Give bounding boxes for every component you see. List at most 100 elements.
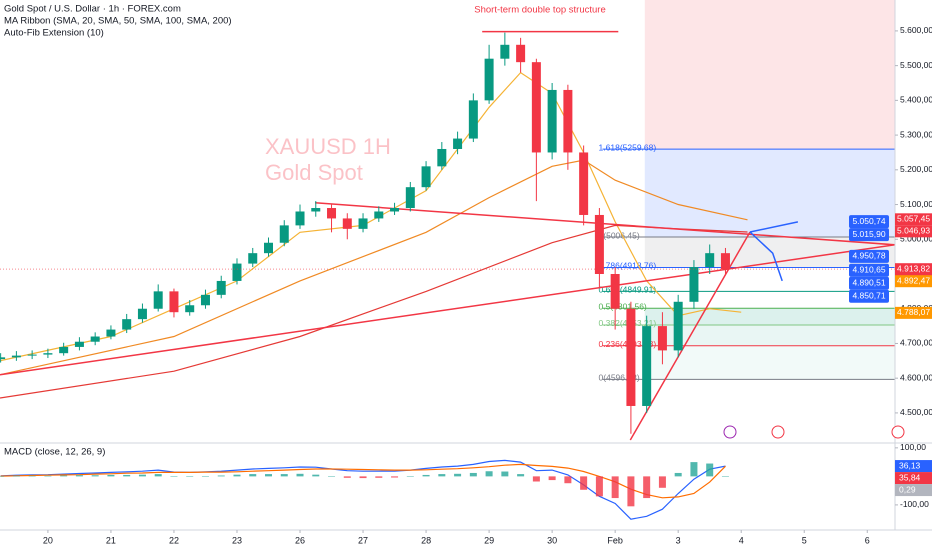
candle-body [594, 214, 604, 275]
candle-body [27, 354, 37, 356]
fib-label: 1.618(5259.68) [599, 142, 657, 152]
y-tick-label: 4.600,00 [900, 372, 932, 382]
fib-zone [644, 308, 895, 325]
macd-histogram [564, 476, 572, 484]
price-label-box [849, 263, 889, 277]
candle-body [705, 253, 715, 268]
x-tick-label: 6 [865, 535, 870, 545]
event-icon[interactable] [771, 425, 785, 439]
candle-body [579, 152, 589, 215]
candle-body [500, 44, 510, 59]
axis-tag: 4.788,07 [897, 307, 930, 317]
y-tick-label: 5.300,00 [900, 129, 932, 139]
candle-body [390, 208, 400, 212]
macd-histogram [532, 476, 540, 482]
axis-tag: 5.046,93 [897, 226, 930, 236]
macd-histogram [469, 472, 477, 477]
axis-tag: 35,84 [899, 472, 921, 482]
trend-line [315, 202, 896, 246]
macd-histogram [391, 476, 399, 478]
candle-body [106, 329, 116, 337]
axis-tag: 0,29 [899, 484, 916, 494]
y-tick-label: -100,00 [900, 499, 929, 509]
macd-histogram [123, 474, 131, 477]
candle-body [90, 336, 100, 342]
y-tick-label: 5.200,00 [900, 164, 932, 174]
fib-zone [644, 324, 895, 346]
price-label: 4.910,65 [852, 265, 885, 275]
candle-body [642, 326, 652, 406]
candle-body [185, 305, 195, 313]
macd-histogram [674, 472, 682, 477]
macd-histogram [375, 476, 383, 478]
watermark: Gold Spot [265, 160, 363, 185]
candle-body [59, 346, 69, 354]
candle-body [311, 208, 321, 212]
y-tick-label: 100,00 [900, 442, 926, 452]
macd-histogram [107, 474, 115, 477]
candle-body [626, 308, 636, 406]
watermark: XAUUSD 1H [265, 134, 391, 159]
candle-body [342, 218, 352, 229]
candle-body [421, 166, 431, 188]
candle-body [11, 355, 21, 358]
macd-histogram [643, 476, 651, 499]
axis-tag: 4.892,47 [897, 275, 930, 285]
candle-body [74, 341, 84, 347]
candle-body [279, 225, 289, 243]
x-tick-label: 20 [43, 535, 53, 545]
candle-body [484, 58, 494, 101]
candle-body [468, 100, 478, 139]
axis-tag-box [895, 484, 932, 497]
candle-body [43, 353, 53, 355]
candle-body [137, 308, 147, 320]
event-icon[interactable] [723, 425, 737, 439]
macd-histogram [328, 476, 336, 477]
plot: 1.618(5259.68) 1(5006.45) 0.786(4918.76) 0.… [0, 30, 896, 520]
macd-histogram [343, 476, 351, 478]
axis-tag: 36,13 [899, 460, 921, 470]
x-tick-label: 22 [169, 535, 179, 545]
x-tick-label: 30 [547, 535, 557, 545]
candle-body [264, 242, 273, 254]
macd-histogram [249, 474, 257, 477]
macd-histogram [501, 471, 509, 477]
y-tick-label: 5.500,00 [900, 60, 932, 70]
fib-label: 0.618(4849.91) [599, 285, 657, 295]
macd-title: MACD (close, 12, 26, 9) [4, 447, 105, 458]
macd-histogram [690, 462, 698, 477]
price-label-box [849, 228, 889, 242]
macd-histogram [517, 474, 525, 477]
y-tick-label: 4.500,00 [900, 407, 932, 417]
axis-tag-box [895, 472, 932, 485]
macd-histogram [438, 474, 446, 477]
candle-body [720, 253, 730, 270]
annotation: Short-term double top structure [474, 5, 605, 16]
macd-histogram [721, 476, 729, 477]
macd-histogram [706, 463, 714, 477]
x-tick-label: 27 [358, 535, 368, 545]
candle-body [437, 148, 447, 167]
macd-line [0, 459, 726, 520]
candle-body [547, 89, 557, 153]
price-label: 4.850,71 [852, 291, 885, 301]
macd-histogram [154, 474, 162, 477]
macd-histogram [548, 476, 556, 481]
fib-label: 1(5006.45) [599, 230, 640, 240]
macd-histogram [265, 474, 272, 477]
axis-tag-box [895, 275, 932, 288]
candle-body [0, 357, 6, 360]
axis-tag: 4.913,82 [897, 263, 930, 273]
event-icon[interactable] [891, 425, 905, 439]
chart-title: Gold Spot / U.S. Dollar · 1h · FOREX.com [4, 4, 181, 15]
x-tick-label: 29 [484, 535, 494, 545]
macd-histogram [170, 476, 178, 477]
x-tick-label: 23 [232, 535, 242, 545]
y-tick-label: 5.000,00 [900, 234, 932, 244]
macd-histogram [658, 476, 666, 488]
candle-body [232, 263, 242, 281]
macd-histogram [28, 475, 36, 477]
price-label: 4.890,51 [852, 278, 885, 288]
candle-body [169, 291, 179, 313]
candle-body [122, 319, 132, 330]
